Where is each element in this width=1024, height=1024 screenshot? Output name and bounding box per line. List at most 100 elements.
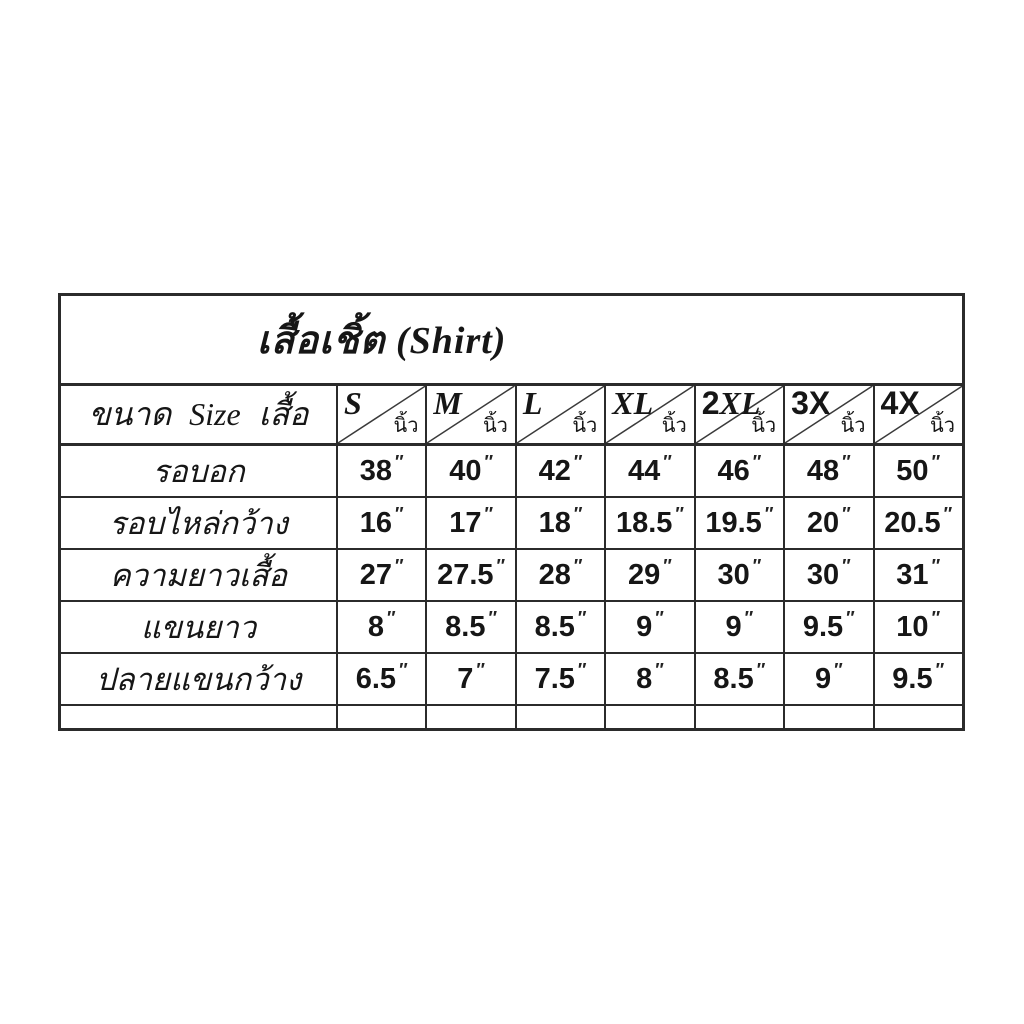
measurement-number: 8 [636,662,653,695]
cell-value: 18 ″ [517,498,607,548]
measurement-number: 9 [725,610,742,643]
cell-value: 7.5 ″ [517,654,607,704]
size-label: 2XL [702,386,761,420]
inch-mark: ″ [842,503,851,524]
cell-value: 42 ″ [517,446,607,496]
header-diagonal-line [696,386,783,443]
cell-value: 38 ″ [338,446,428,496]
measurement-number: 38 [359,454,393,487]
inch-mark: ″ [488,607,498,628]
cell-value: 17 ″ [427,498,517,548]
cell-value: 48 ″ [785,446,875,496]
size-label: S [344,386,362,420]
header-diagonal-line [517,386,604,443]
cell-value: 9 ″ [606,602,696,652]
inch-mark: ″ [842,451,851,472]
table-row: รอบไหล่กว้าง 16 ″ 17 ″ 18 ″ 18.5 ″ 19.5 ″ 20 ″ 20.5 ″ [61,498,962,550]
cell-value: 40 ″ [427,446,517,496]
unit-label: นิ้ว [661,415,687,437]
inch-mark: ″ [935,659,945,680]
size-column-header-m: M นิ้ว [427,386,517,443]
cell-value [427,706,517,728]
cell-value: 8.5 ″ [427,602,517,652]
cell-value: 44 ″ [606,446,696,496]
inch-mark: ″ [756,659,766,680]
unit-label: นิ้ว [751,415,777,437]
table-title: เสื้อเชิ้ต (Shirt) [257,320,507,362]
cell-value [606,706,696,728]
inch-mark: ″ [752,451,762,472]
measurement-number: 44 [628,454,661,487]
measurement-number: 8.5 [445,610,486,643]
cell-value: 27 ″ [338,550,428,600]
measurement-number: 8 [367,610,384,643]
measurement-number: 27.5 [437,558,494,591]
row-label: รอบไหล่กว้าง [61,498,338,548]
measurement-number: 17 [449,506,482,539]
cell-value: 20 ″ [785,498,875,548]
cell-value: 8.5 ″ [696,654,786,704]
cell-value: 19.5 ″ [696,498,786,548]
measurement-number: 19.5 [705,506,762,539]
size-label: XL [612,386,653,420]
cell-value [696,706,786,728]
size-column-header-l: L นิ้ว [517,386,607,443]
inch-mark: ″ [395,503,404,524]
inch-mark: ″ [943,503,953,524]
size-label: 3X [791,386,830,420]
inch-mark: ″ [573,451,583,472]
cell-value: 28 ″ [517,550,607,600]
row-label: ความยาวเสื้อ [61,550,338,600]
size-label: M [433,386,461,420]
measurement-number: 31 [896,558,929,591]
cell-value: 27.5 ″ [427,550,517,600]
inch-mark: ″ [931,555,941,576]
measurement-number: 7 [457,662,474,695]
measurement-number: 6.5 [355,662,397,695]
cell-value: 50 ″ [875,446,962,496]
measurement-number: 9.5 [892,662,933,695]
cell-value: 9.5 ″ [875,654,962,704]
table-row: ปลายแขนกว้าง 6.5 ″ 7 ″ 7.5 ″ 8 ″ 8.5 ″ 9 ″ 9.5 ″ [61,654,962,706]
cell-value [517,706,607,728]
table-row: ความยาวเสื้อ 27 ″ 27.5 ″ 28 ″ 29 ″ 30 ″ 30 ″ 31 ″ [61,550,962,602]
measurement-number: 18 [538,506,571,539]
unit-label: นิ้ว [393,415,419,437]
inch-mark: ″ [573,503,583,524]
size-label-segment: S [344,386,362,421]
inch-mark: ″ [752,555,762,576]
measurement-number: 18.5 [615,506,673,539]
size-label: 4X [881,386,920,420]
measurement-number: 46 [717,454,750,487]
inch-mark: ″ [663,555,672,576]
inch-mark: ″ [395,451,404,472]
cell-value [875,706,962,728]
cell-value: 29 ″ [606,550,696,600]
header-diagonal-line [427,386,514,443]
unit-label: นิ้ว [482,415,508,437]
cell-value: 8 ″ [606,654,696,704]
size-label: L [523,386,543,420]
inch-mark: ″ [675,503,685,524]
cell-value: 9 ″ [785,654,875,704]
inch-mark: ″ [655,607,664,628]
inch-mark: ″ [577,659,587,680]
inch-mark: ″ [663,451,672,472]
cell-value: 7 ″ [427,654,517,704]
measurement-number: 30 [806,558,840,591]
unit-label: นิ้ว [840,415,866,437]
header-row: ขนาด Size เสื้อ S นิ้ว M นิ้ว L นิ้ว XL นิ้ว 2XL… [61,386,962,446]
size-column-header-3x: 3X นิ้ว [785,386,875,443]
measurement-number: 16 [359,506,393,539]
header-diagonal-line [338,386,425,443]
inch-mark: ″ [573,555,583,576]
size-chart-table: เสื้อเชิ้ต (Shirt) ขนาด Size เสื้อ S นิ้ว… [58,293,965,731]
measurement-number: 8.5 [713,662,754,695]
table-row [61,706,962,728]
row-label: ปลายแขนกว้าง [61,654,338,704]
measurement-number: 27 [359,558,393,591]
size-label-segment: XL [719,386,761,421]
inch-mark: ″ [655,659,664,680]
size-label-segment: 2 [701,386,720,421]
measurement-number: 9 [636,610,653,643]
